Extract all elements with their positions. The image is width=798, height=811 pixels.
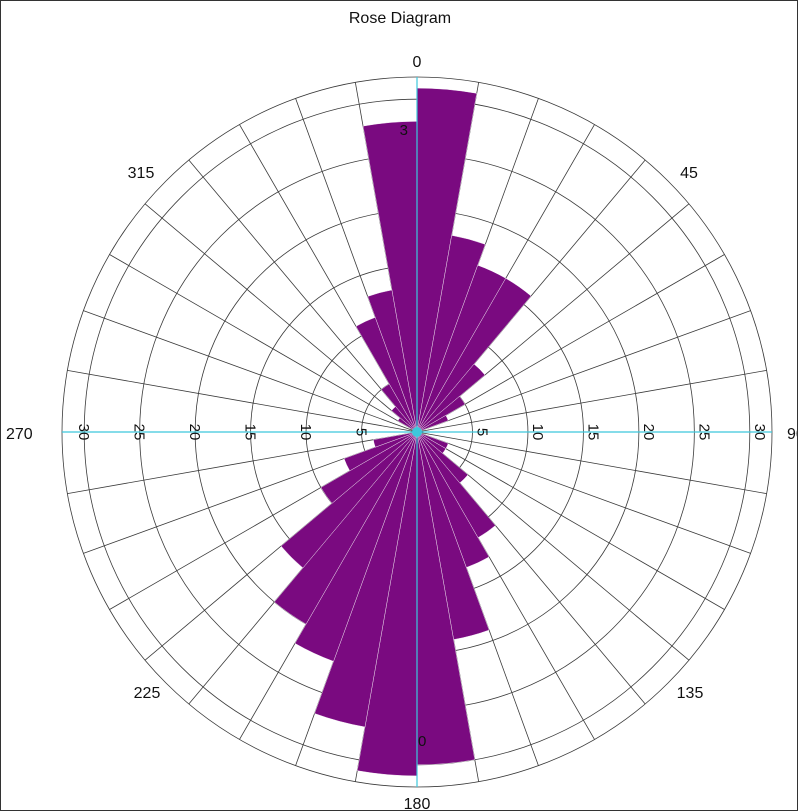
rose-petal (416, 235, 486, 433)
grid-spoke (144, 203, 418, 433)
axis-labels: 0459013518022527031555101015152020252530… (6, 54, 798, 811)
rose-petal (373, 431, 418, 448)
rose-petal (280, 431, 418, 569)
grid-spoke (416, 431, 767, 495)
angle-label-225: 225 (134, 685, 161, 702)
grid-spoke (416, 310, 751, 433)
angle-label-135: 135 (677, 685, 704, 702)
radial-tick-label-right: 25 (695, 424, 712, 441)
radial-tick-label-left: 30 (75, 424, 92, 441)
grid-spoke (83, 310, 418, 433)
angle-label-315: 315 (128, 165, 155, 182)
grid-spoke (67, 431, 418, 495)
chart-title: Rose Diagram (348, 10, 452, 27)
radial-tick-label-right: 15 (584, 424, 601, 441)
angle-label-270: 270 (6, 426, 33, 443)
radial-tick-label-right: 20 (640, 424, 657, 441)
radial-tick-label-left: 25 (131, 424, 148, 441)
top-edge-label: 3 (400, 122, 408, 139)
grid-spoke (188, 159, 418, 433)
grid-spoke (416, 254, 725, 433)
rose-petal (416, 363, 486, 433)
rose-petals (274, 87, 532, 777)
rose-petal (343, 431, 418, 472)
grid-spoke (416, 431, 751, 554)
rose-petal (416, 278, 532, 433)
center-point (412, 427, 422, 437)
angle-label-180: 180 (404, 796, 431, 811)
angle-label-45: 45 (680, 165, 698, 182)
rose-petal (416, 396, 466, 433)
radial-tick-label-right: 5 (473, 428, 490, 436)
radial-tick-label-left: 10 (297, 424, 314, 441)
radial-tick-label-right: 30 (751, 424, 768, 441)
radial-tick-label-left: 5 (353, 428, 370, 436)
grid-spoke (416, 369, 767, 433)
bottom-edge-label: 0 (418, 733, 426, 750)
rose-petal (416, 415, 449, 433)
radial-tick-label-left: 20 (186, 424, 203, 441)
grid-spoke (416, 431, 725, 610)
center-axis (62, 77, 772, 787)
grid-spoke (109, 254, 418, 433)
angle-label-90: 90 (787, 426, 798, 443)
angle-label-0: 0 (413, 54, 422, 71)
radial-tick-label-left: 15 (242, 424, 259, 441)
rose-petal (320, 431, 418, 504)
rose-petal (294, 431, 418, 662)
rose-petal (314, 431, 418, 728)
rose-petal (274, 431, 418, 625)
radial-tick-label-right: 10 (529, 424, 546, 441)
grid-spoke (67, 369, 418, 433)
